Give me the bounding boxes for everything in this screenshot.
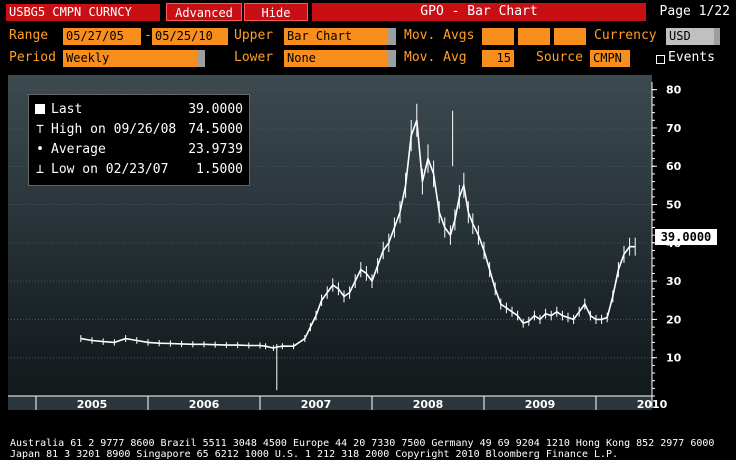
y-tick-label: 30: [666, 275, 682, 288]
last-price-marker: 39.0000: [655, 229, 717, 245]
square-icon: [35, 104, 45, 114]
upper-select-arrow[interactable]: [388, 28, 396, 45]
legend-high: ⊤ High on 09/26/08 74.5000: [36, 122, 243, 137]
lower-select-arrow[interactable]: [388, 50, 396, 67]
mov-avg-field-2[interactable]: [518, 28, 550, 45]
currency-field[interactable]: USD: [666, 28, 714, 45]
source-field[interactable]: CMPN: [590, 50, 630, 67]
y-tick-label: 70: [666, 122, 682, 135]
average-marker-icon: •: [36, 142, 44, 157]
lower-label: Lower: [234, 50, 274, 65]
x-tick-label: 2008: [413, 398, 444, 411]
period-label: Period: [9, 50, 56, 65]
y-tick-label: 60: [666, 160, 682, 173]
y-tick-label: 10: [666, 352, 682, 365]
x-tick-label: 2010: [637, 398, 668, 411]
page-indicator: Page 1/22: [648, 3, 734, 21]
mov-avg-period-field[interactable]: 15: [482, 50, 514, 67]
mov-avg-field-1[interactable]: [482, 28, 514, 45]
legend-low: ⊥ Low on 02/23/07 1.5000: [36, 162, 243, 177]
page-title: GPO - Bar Chart: [312, 3, 646, 21]
ticker-field[interactable]: USBG5 CMPN CURNCY: [6, 4, 160, 21]
footer-contacts-line2: Japan 81 3 3201 8900 Singapore 65 6212 1…: [10, 449, 619, 460]
low-marker-icon: ⊥: [36, 162, 44, 177]
y-tick-label: 20: [666, 313, 682, 326]
range-end-field[interactable]: 05/25/10: [152, 28, 228, 45]
hide-button[interactable]: Hide: [244, 3, 308, 21]
currency-arrow[interactable]: [714, 28, 720, 45]
events-checkbox[interactable]: [656, 55, 665, 64]
chart-legend: Last 39.0000 ⊤ High on 09/26/08 74.5000 •…: [28, 94, 250, 186]
legend-average: • Average 23.9739: [36, 142, 243, 157]
advanced-button[interactable]: Advanced: [166, 3, 242, 21]
mov-avg-field-3[interactable]: [554, 28, 586, 45]
range-separator: -: [144, 28, 152, 43]
period-select[interactable]: Weekly: [63, 50, 197, 67]
range-start-field[interactable]: 05/27/05: [63, 28, 141, 45]
currency-label: Currency: [594, 28, 657, 43]
y-tick-label: 80: [666, 84, 682, 97]
upper-label: Upper: [234, 28, 274, 43]
y-tick-label: 50: [666, 199, 682, 212]
x-tick-label: 2007: [301, 398, 332, 411]
period-select-arrow[interactable]: [197, 50, 205, 67]
x-tick-label: 2006: [189, 398, 220, 411]
range-label: Range: [9, 28, 49, 43]
events-label: Events: [668, 50, 715, 65]
upper-select[interactable]: Bar Chart: [284, 28, 388, 45]
x-axis-band: [8, 396, 652, 410]
x-tick-label: 2009: [525, 398, 556, 411]
high-marker-icon: ⊤: [36, 122, 44, 137]
legend-last: Last 39.0000: [35, 101, 243, 119]
lower-select[interactable]: None: [284, 50, 388, 67]
source-label: Source: [536, 50, 583, 65]
x-tick-label: 2005: [77, 398, 108, 411]
footer-contacts-line1: Australia 61 2 9777 8600 Brazil 5511 304…: [10, 438, 715, 449]
mov-avgs-label: Mov. Avgs: [404, 28, 475, 43]
mov-avg-label: Mov. Avg: [404, 50, 467, 65]
